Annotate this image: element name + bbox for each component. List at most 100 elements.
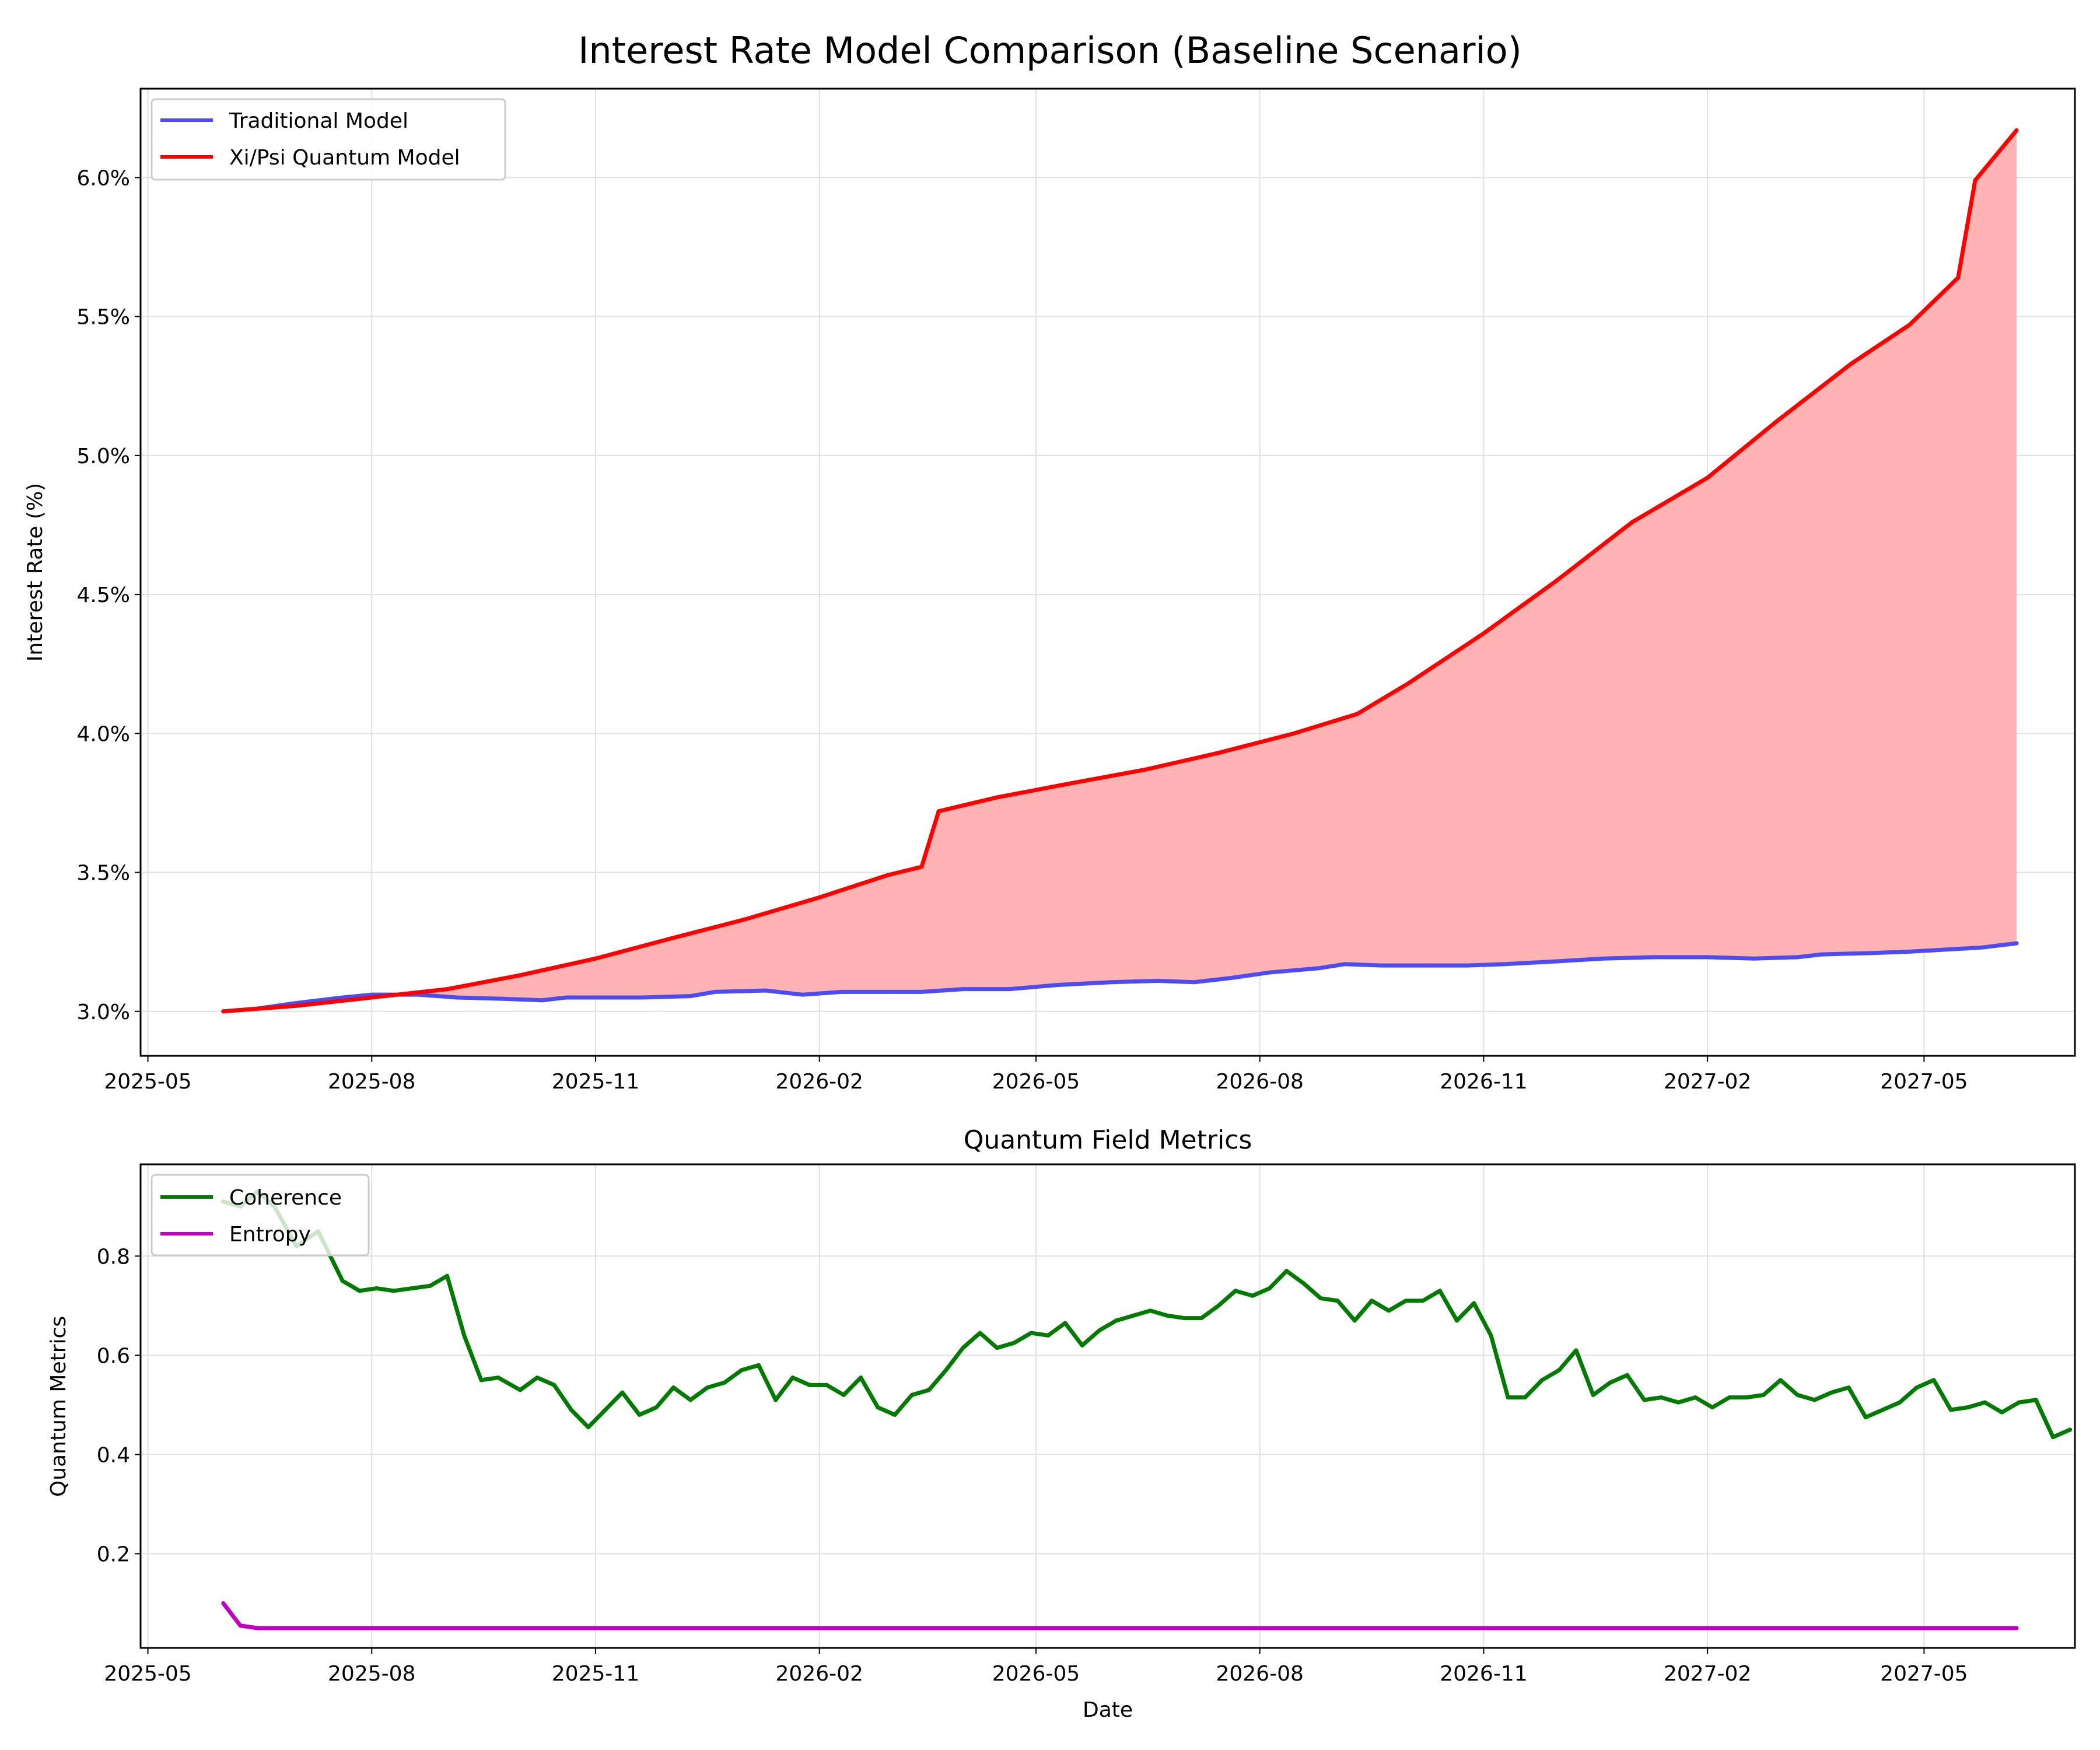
coherence-point [1898, 1400, 1902, 1405]
traditional-model-point [1316, 966, 1321, 971]
xi-psi-quantum-model-point [1849, 362, 1853, 366]
coherence-point [374, 1286, 379, 1291]
coherence-point [1250, 1293, 1255, 1298]
coherence-point [340, 1279, 345, 1283]
traditional-model-point [1267, 970, 1272, 975]
coherence-point [1420, 1298, 1425, 1303]
traditional-model-point [712, 989, 717, 994]
interest-rate-axes-frame [139, 88, 2076, 1057]
xi-psi-quantum-model-point [666, 937, 671, 942]
coherence-point [391, 1289, 396, 1293]
traditional-model-point [1228, 976, 1233, 981]
coherence-point [892, 1412, 897, 1417]
entropy-line [221, 1601, 2019, 1630]
coherence-point [1931, 1378, 1936, 1382]
coherence-point [586, 1425, 590, 1430]
quantum-metrics-legend: Coherence Entropy [150, 1174, 370, 1256]
coherence-point [1114, 1318, 1119, 1323]
x-tick-label: 2025-11 [552, 1662, 639, 1686]
traditional-model-point [764, 988, 768, 993]
coherence-point [1965, 1405, 1970, 1410]
coherence-point [1455, 1318, 1460, 1323]
traditional-model-point [639, 995, 644, 1000]
coherence-point [1591, 1392, 1595, 1397]
coherence-point [620, 1390, 625, 1395]
legend-label-coherence: Coherence [229, 1186, 342, 1210]
coherence-point [1983, 1400, 1987, 1405]
coherence-point [1642, 1398, 1647, 1402]
coherence-point [428, 1283, 432, 1288]
coherence-point [688, 1398, 693, 1402]
coherence-point [1472, 1301, 1476, 1306]
y-tick-label: 0.6 [97, 1344, 130, 1368]
traditional-model-point [1555, 959, 1559, 964]
coherence-point [1846, 1385, 1851, 1390]
coherence-point [909, 1392, 914, 1397]
coherence-point [978, 1331, 982, 1335]
traditional-model-point [1055, 983, 1060, 988]
coherence-point [1233, 1289, 1238, 1293]
coherence-point [1437, 1289, 1442, 1293]
coherence-point [1727, 1395, 1732, 1400]
coherence-point [1744, 1395, 1749, 1400]
traditional-model-point [1705, 955, 1710, 960]
entropy-point [238, 1623, 243, 1628]
coherence-point [790, 1376, 795, 1380]
coherence-point [1182, 1316, 1186, 1321]
xi-psi-quantum-model-point [445, 987, 450, 992]
x-tick-label: 2025-11 [552, 1070, 639, 1094]
y-tick-label: 5.0% [77, 444, 130, 468]
traditional-model-point [800, 992, 805, 997]
figure-title: Interest Rate Model Comparison (Baseline… [578, 29, 1522, 72]
coherence-point [357, 1289, 362, 1293]
x-tick-label: 2026-08 [1216, 1662, 1303, 1686]
coherence-point [1012, 1340, 1016, 1345]
traditional-model-point [886, 989, 890, 994]
traditional-model-point [1651, 955, 1656, 960]
quantum-metrics-y-axis-label: Quantum Metrics [47, 1316, 71, 1497]
xi-psi-quantum-model-point [817, 895, 822, 900]
quantum-metrics-axes-frame [139, 1163, 2076, 1649]
coherence-point [1829, 1390, 1834, 1395]
coherence-point [671, 1385, 676, 1390]
coherence-point [807, 1382, 812, 1387]
traditional-model-point [1428, 963, 1433, 968]
coherence-point [859, 1376, 863, 1380]
coherence-point [722, 1380, 727, 1385]
traditional-model-point [1601, 956, 1605, 961]
coherence-point [1659, 1395, 1664, 1400]
xi-psi-quantum-model-point [995, 795, 999, 800]
x-tick-label: 2026-08 [1216, 1070, 1303, 1094]
xi-psi-quantum-model-point [1956, 275, 1961, 280]
coherence-point [1370, 1298, 1374, 1303]
traditional-model-point [1819, 952, 1824, 957]
coherence-point [1097, 1328, 1101, 1333]
legend-label-traditional: Traditional Model [229, 109, 408, 133]
x-tick-label: 2027-05 [1880, 1662, 1968, 1686]
xi-psi-quantum-model-point [1355, 712, 1360, 716]
x-tick-label: 2027-02 [1664, 1662, 1751, 1686]
coherence-point [926, 1388, 931, 1392]
coherence-point [569, 1408, 573, 1412]
traditional-model-point [1956, 947, 1961, 951]
xi-psi-quantum-model-point [518, 973, 523, 978]
x-tick-label: 2026-11 [1440, 1662, 1527, 1686]
xi-psi-quantum-model-point [1406, 681, 1410, 686]
quantum-metrics-grid [141, 1164, 2075, 1648]
coherence-point [462, 1333, 467, 1338]
traditional-model-point [1871, 951, 1875, 956]
coherence-point [1693, 1395, 1698, 1400]
x-tick-label: 2026-11 [1440, 1070, 1527, 1094]
coherence-point [824, 1382, 829, 1387]
x-tick-label: 2027-02 [1664, 1070, 1751, 1094]
coherence-point [705, 1385, 710, 1390]
traditional-model-point [919, 989, 924, 994]
coherence-point [552, 1382, 556, 1387]
x-tick-label: 2025-05 [104, 1662, 191, 1686]
interest-rate-series [221, 128, 2019, 1014]
legend-label-entropy: Entropy [229, 1223, 311, 1247]
coherence-point [1063, 1321, 1068, 1325]
coherence-point [1557, 1368, 1562, 1373]
coherence-point [1335, 1298, 1340, 1303]
coherence-point [1165, 1313, 1170, 1318]
